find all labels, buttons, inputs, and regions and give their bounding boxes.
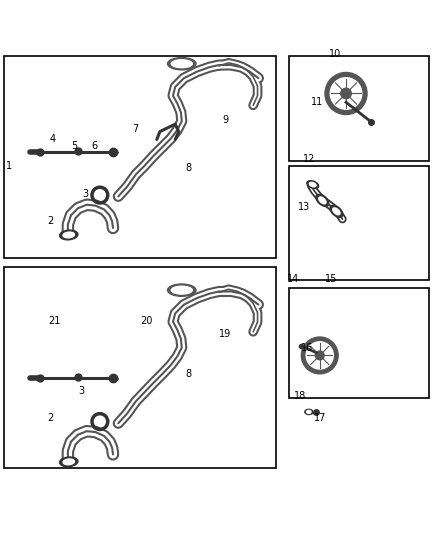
Ellipse shape bbox=[171, 286, 192, 294]
Ellipse shape bbox=[60, 457, 78, 467]
Ellipse shape bbox=[63, 459, 74, 465]
Bar bbox=[4, 56, 276, 258]
Bar bbox=[289, 56, 429, 161]
Text: 4: 4 bbox=[49, 134, 56, 144]
Text: 14: 14 bbox=[286, 274, 299, 284]
Ellipse shape bbox=[307, 181, 318, 189]
Circle shape bbox=[306, 342, 333, 369]
Text: 2: 2 bbox=[47, 413, 53, 423]
Text: 9: 9 bbox=[223, 115, 229, 125]
Ellipse shape bbox=[63, 232, 74, 238]
Text: 3: 3 bbox=[78, 386, 84, 397]
Ellipse shape bbox=[307, 410, 311, 414]
Text: 11: 11 bbox=[311, 97, 324, 107]
Ellipse shape bbox=[305, 409, 313, 415]
Ellipse shape bbox=[309, 182, 316, 187]
Ellipse shape bbox=[319, 197, 326, 204]
Circle shape bbox=[341, 88, 351, 99]
Text: 19: 19 bbox=[219, 329, 232, 340]
Text: 8: 8 bbox=[185, 369, 191, 379]
Circle shape bbox=[325, 72, 367, 115]
Ellipse shape bbox=[333, 208, 340, 215]
Ellipse shape bbox=[60, 230, 78, 240]
Text: 12: 12 bbox=[303, 154, 315, 164]
Bar bbox=[289, 166, 429, 280]
Text: 17: 17 bbox=[314, 413, 326, 423]
Text: 7: 7 bbox=[133, 124, 139, 134]
Circle shape bbox=[301, 337, 338, 374]
Text: 2: 2 bbox=[47, 215, 53, 225]
Text: 3: 3 bbox=[82, 189, 88, 199]
Ellipse shape bbox=[330, 205, 343, 217]
Text: 13: 13 bbox=[298, 203, 311, 212]
Text: 6: 6 bbox=[91, 141, 97, 151]
Text: 1: 1 bbox=[6, 161, 12, 171]
Text: 5: 5 bbox=[71, 141, 78, 151]
Circle shape bbox=[330, 78, 362, 109]
Text: 10: 10 bbox=[329, 49, 341, 59]
Bar bbox=[4, 266, 276, 468]
Circle shape bbox=[315, 351, 324, 360]
Ellipse shape bbox=[316, 195, 329, 206]
Text: 21: 21 bbox=[49, 316, 61, 326]
Text: 8: 8 bbox=[185, 163, 191, 173]
Text: 15: 15 bbox=[325, 274, 337, 284]
Text: 20: 20 bbox=[141, 316, 153, 326]
Ellipse shape bbox=[167, 284, 196, 296]
Ellipse shape bbox=[171, 60, 192, 68]
Ellipse shape bbox=[167, 58, 196, 70]
Text: 18: 18 bbox=[294, 391, 306, 401]
Bar bbox=[289, 288, 429, 398]
Text: 16: 16 bbox=[300, 343, 313, 352]
